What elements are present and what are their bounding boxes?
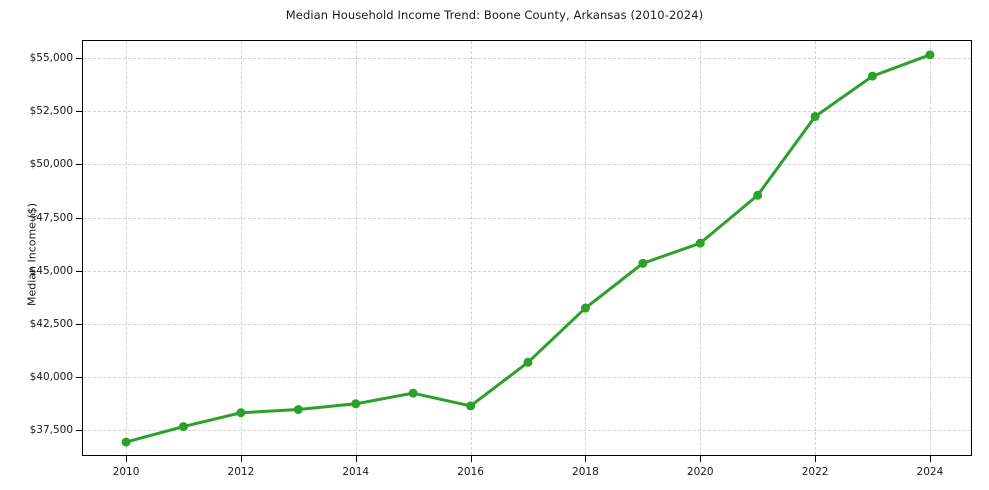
gridline-horizontal: [83, 430, 971, 432]
x-tick-mark: [929, 455, 931, 462]
y-tick-mark: [76, 58, 83, 60]
y-tick-label: $40,000: [29, 371, 73, 384]
x-tick-mark: [470, 455, 472, 462]
gridline-horizontal: [83, 111, 971, 113]
income-trend-line: [124, 53, 932, 444]
y-tick-label: $45,000: [29, 264, 73, 277]
gridline-vertical: [240, 41, 242, 455]
x-tick-mark: [585, 455, 587, 462]
gridline-horizontal: [83, 164, 971, 166]
x-tick-label: 2024: [916, 466, 944, 478]
y-tick-mark: [76, 377, 83, 379]
x-tick-label: 2020: [686, 466, 714, 478]
y-tick-mark: [76, 217, 83, 219]
x-tick-mark: [355, 455, 357, 462]
x-tick-mark: [815, 455, 817, 462]
x-tick-label: 2018: [572, 466, 599, 478]
data-point-marker: [408, 388, 418, 398]
gridline-vertical: [470, 41, 472, 455]
y-tick-mark: [76, 270, 83, 272]
line-series-layer: [121, 50, 935, 447]
y-tick-label: $55,000: [29, 52, 73, 65]
gridline-horizontal: [83, 58, 971, 60]
x-tick-label: 2022: [801, 466, 829, 478]
data-point-marker: [868, 71, 878, 81]
y-tick-label: $47,500: [29, 211, 73, 224]
y-tick-label: $50,000: [29, 158, 73, 171]
plot-area: $37,500 $40,000 $42,500 $45,000 $47,500 $50,0…: [30, 40, 972, 478]
x-tick-label: 2016: [457, 466, 484, 478]
gridline-horizontal: [83, 377, 971, 379]
gridline-vertical: [126, 41, 128, 455]
gridline-vertical: [355, 41, 357, 455]
gridline-vertical: [929, 41, 931, 455]
y-tick-mark: [76, 111, 83, 113]
y-tick-mark: [76, 430, 83, 432]
y-tick-label: $37,500: [29, 424, 73, 437]
data-point-marker: [753, 190, 763, 200]
gridline-horizontal: [83, 324, 971, 325]
x-tick-label: 2010: [112, 466, 140, 478]
x-tick-label: 2014: [342, 466, 370, 478]
y-tick-label: $52,500: [29, 105, 73, 118]
y-tick-label: $42,500: [29, 318, 73, 330]
gridline-vertical: [585, 41, 587, 455]
x-tick-mark: [700, 455, 702, 462]
x-tick-label: 2012: [227, 466, 255, 478]
y-tick-mark: [76, 164, 83, 166]
data-point-marker: [523, 357, 533, 367]
gridline-vertical: [815, 41, 817, 455]
income-trend-markers: [121, 50, 935, 447]
gridline-vertical: [700, 41, 702, 455]
data-point-marker: [293, 405, 303, 415]
data-point-marker: [638, 258, 648, 268]
gridline-horizontal: [83, 217, 971, 219]
chart-title: Median Household Income Trend: Boone Cou…: [285, 8, 704, 22]
x-tick-mark: [126, 455, 128, 462]
y-tick-mark: [76, 324, 83, 325]
x-tick-mark: [240, 455, 242, 462]
gridline-horizontal: [83, 270, 971, 272]
